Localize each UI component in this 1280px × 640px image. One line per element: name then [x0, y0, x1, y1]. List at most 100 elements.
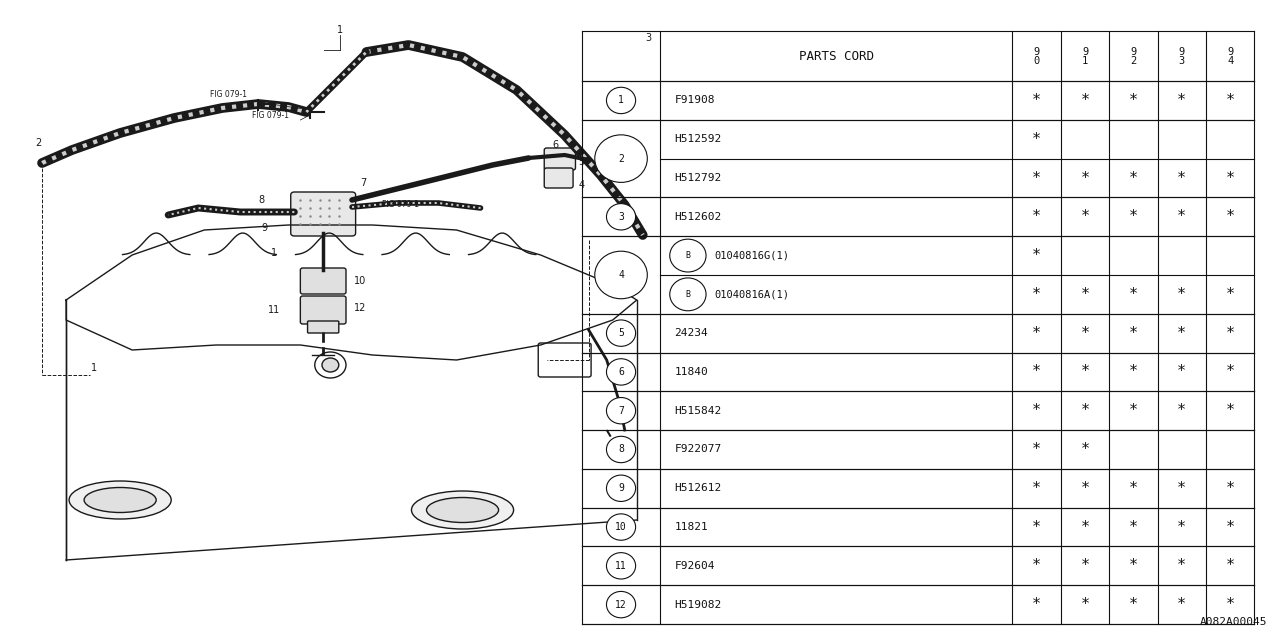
Text: FIG 079-1: FIG 079-1: [381, 200, 419, 209]
FancyBboxPatch shape: [544, 168, 573, 188]
Text: *: *: [1080, 209, 1089, 224]
Text: H512612: H512612: [675, 483, 722, 493]
Text: 6: 6: [552, 140, 558, 150]
Text: B: B: [685, 251, 690, 260]
Text: 6: 6: [618, 367, 623, 377]
Text: *: *: [1178, 558, 1187, 573]
Text: 9
2: 9 2: [1130, 47, 1137, 65]
Text: 11: 11: [616, 561, 627, 571]
Text: *: *: [1129, 170, 1138, 186]
Text: *: *: [1178, 481, 1187, 496]
Text: 24234: 24234: [675, 328, 708, 338]
Text: *: *: [1129, 209, 1138, 224]
Text: *: *: [1129, 481, 1138, 496]
Circle shape: [607, 320, 636, 346]
Text: 11840: 11840: [675, 367, 708, 377]
Text: 1: 1: [618, 95, 623, 106]
Text: PARTS CORD: PARTS CORD: [799, 50, 873, 63]
Text: *: *: [1178, 364, 1187, 380]
Text: *: *: [1226, 558, 1235, 573]
Text: *: *: [1080, 364, 1089, 380]
Text: *: *: [1032, 520, 1041, 534]
Text: 7: 7: [360, 178, 366, 188]
FancyBboxPatch shape: [291, 192, 356, 236]
Text: *: *: [1032, 93, 1041, 108]
Text: 3: 3: [618, 212, 623, 222]
Ellipse shape: [426, 497, 499, 522]
Text: 1: 1: [91, 363, 97, 373]
Text: 11: 11: [268, 305, 280, 315]
Text: *: *: [1080, 170, 1089, 186]
Text: F922077: F922077: [675, 445, 722, 454]
Text: 1: 1: [337, 25, 343, 35]
Text: H512602: H512602: [675, 212, 722, 222]
Text: *: *: [1178, 520, 1187, 534]
Text: 4: 4: [618, 270, 623, 280]
Text: *: *: [1226, 209, 1235, 224]
Text: *: *: [1129, 364, 1138, 380]
Circle shape: [607, 475, 636, 502]
Text: 8: 8: [259, 195, 265, 205]
Circle shape: [607, 514, 636, 540]
Circle shape: [607, 204, 636, 230]
Text: 9
3: 9 3: [1179, 47, 1185, 65]
Text: 01040816A(1): 01040816A(1): [714, 289, 790, 300]
Circle shape: [607, 87, 636, 114]
Text: 11821: 11821: [675, 522, 708, 532]
Circle shape: [595, 251, 648, 299]
Text: H515842: H515842: [675, 406, 722, 416]
Text: 3: 3: [645, 33, 652, 43]
Text: H512592: H512592: [675, 134, 722, 144]
Text: 9
1: 9 1: [1082, 47, 1088, 65]
Text: *: *: [1032, 287, 1041, 302]
Text: 10: 10: [355, 276, 366, 286]
Text: *: *: [1032, 442, 1041, 457]
FancyBboxPatch shape: [538, 343, 591, 377]
Circle shape: [607, 397, 636, 424]
Circle shape: [607, 436, 636, 463]
Text: *: *: [1080, 520, 1089, 534]
Text: *: *: [1178, 326, 1187, 340]
Text: *: *: [1032, 403, 1041, 418]
Text: H519082: H519082: [675, 600, 722, 610]
Text: 4: 4: [579, 180, 585, 190]
Text: *: *: [1080, 597, 1089, 612]
Text: *: *: [1226, 326, 1235, 340]
Text: 9: 9: [261, 223, 268, 233]
Text: 10: 10: [616, 522, 627, 532]
Text: *: *: [1032, 558, 1041, 573]
Text: 01040816G(1): 01040816G(1): [714, 251, 790, 260]
Text: *: *: [1032, 597, 1041, 612]
Text: *: *: [1080, 403, 1089, 418]
Text: 5: 5: [618, 328, 623, 338]
Text: *: *: [1032, 326, 1041, 340]
Text: *: *: [1226, 597, 1235, 612]
Text: 8: 8: [618, 445, 623, 454]
Text: *: *: [1080, 558, 1089, 573]
Text: *: *: [1032, 170, 1041, 186]
Text: *: *: [1129, 93, 1138, 108]
Text: *: *: [1032, 364, 1041, 380]
FancyBboxPatch shape: [301, 268, 346, 294]
Text: H512792: H512792: [675, 173, 722, 183]
Text: 7: 7: [618, 406, 623, 416]
Text: *: *: [1080, 481, 1089, 496]
Circle shape: [607, 591, 636, 618]
FancyBboxPatch shape: [544, 148, 576, 170]
Text: 9: 9: [618, 483, 623, 493]
Circle shape: [669, 278, 707, 311]
Text: *: *: [1032, 209, 1041, 224]
Text: *: *: [1178, 209, 1187, 224]
Text: *: *: [1178, 170, 1187, 186]
Text: *: *: [1080, 287, 1089, 302]
Text: FIG 079-1: FIG 079-1: [252, 111, 289, 120]
Text: *: *: [1129, 520, 1138, 534]
Text: 9
0: 9 0: [1033, 47, 1039, 65]
Text: *: *: [1226, 520, 1235, 534]
Text: *: *: [1178, 597, 1187, 612]
Circle shape: [323, 358, 339, 372]
Text: 2: 2: [36, 138, 41, 148]
Text: *: *: [1032, 132, 1041, 147]
Text: 12: 12: [616, 600, 627, 610]
Text: F91908: F91908: [675, 95, 716, 106]
